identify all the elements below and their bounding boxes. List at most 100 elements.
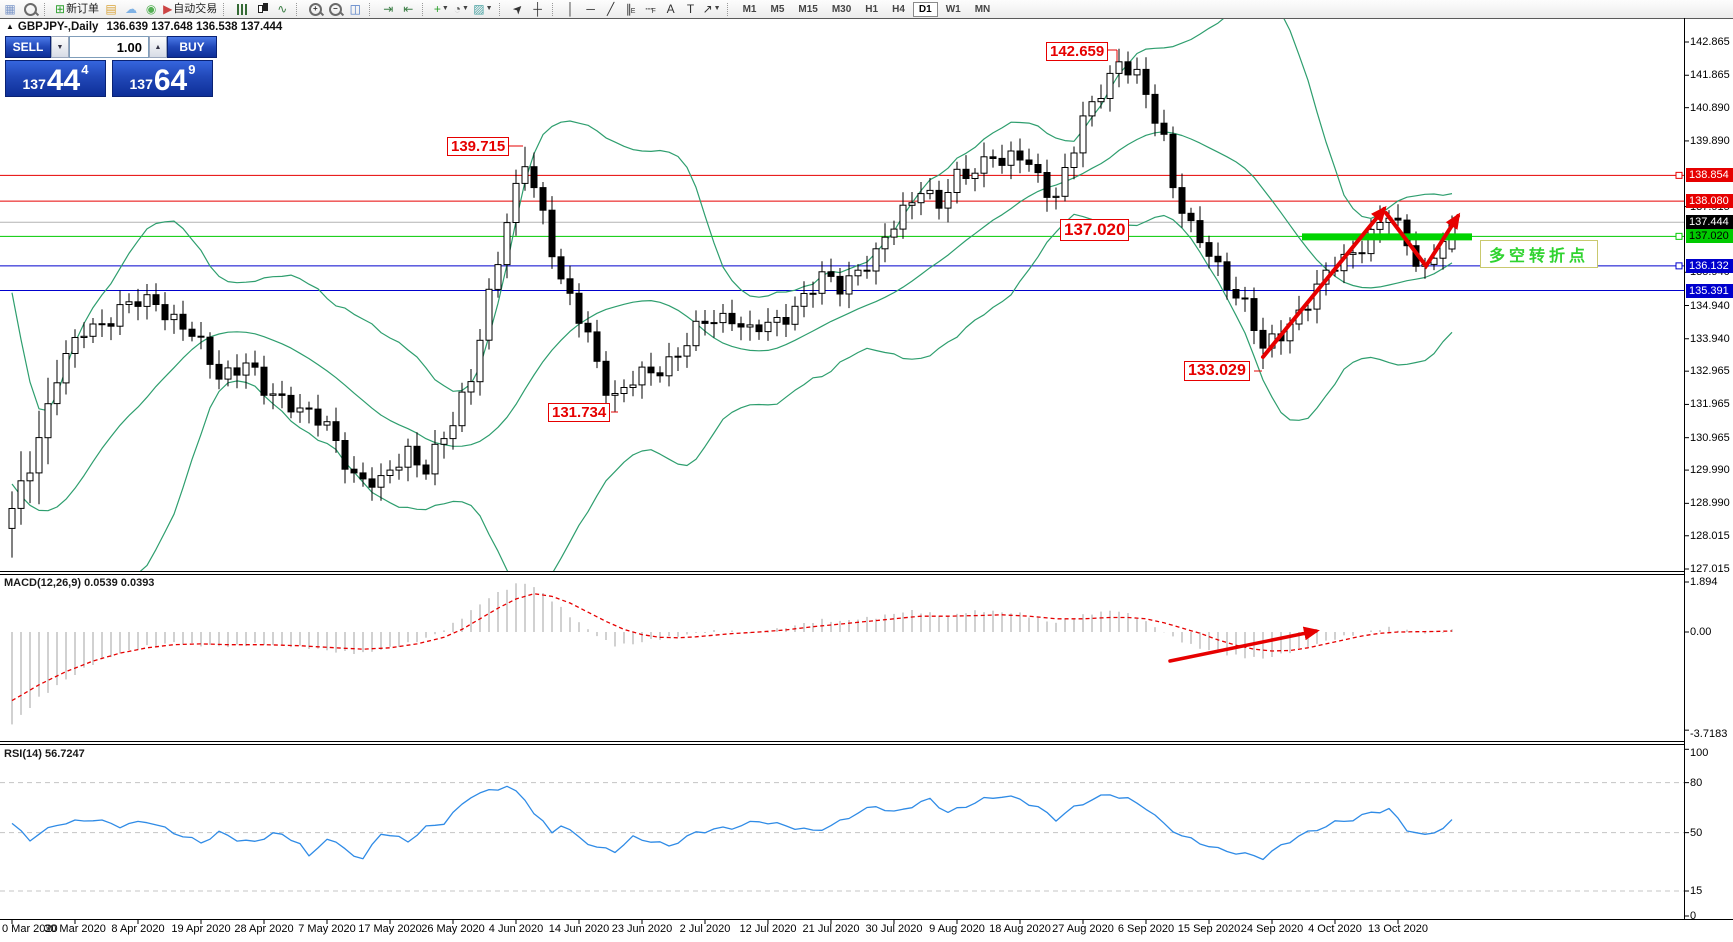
new-order-icon[interactable]: ⊞ 新订单 xyxy=(55,2,100,16)
chart-ohlc-values: 136.639 137.648 136.538 137.444 xyxy=(106,21,283,33)
timeframe-button-m1[interactable]: M1 xyxy=(742,3,757,15)
toolbar-separator xyxy=(498,2,505,16)
sell-price-prefix: 137 xyxy=(22,76,46,92)
candlestick-chart-icon[interactable] xyxy=(252,1,272,17)
zoom-out-icon[interactable]: − xyxy=(325,1,345,17)
date-axis-label: 14 Jun 2020 xyxy=(548,923,610,935)
timeframe-button-h4[interactable]: H4 xyxy=(892,3,905,15)
price-axis[interactable] xyxy=(1685,18,1733,919)
date-axis-label: 8 Apr 2020 xyxy=(111,923,165,935)
buy-button[interactable]: BUY xyxy=(167,36,217,58)
buy-price-sup: 9 xyxy=(188,62,196,77)
timeframe-button-m30[interactable]: M30 xyxy=(831,3,852,15)
signals-icon[interactable]: ◉ xyxy=(145,2,157,16)
add-indicator-icon[interactable]: + ▼ xyxy=(433,2,449,16)
chart-shift-icon[interactable]: ⇤ xyxy=(403,2,414,16)
price-annotation[interactable]: 139.715 xyxy=(447,137,510,156)
sell-price-big: 44 xyxy=(46,64,81,97)
timeframe-button-mn[interactable]: MN xyxy=(974,3,991,15)
autotrading-icon[interactable]: ▶ 自动交易 xyxy=(163,2,218,16)
price-level-label: 137.020 xyxy=(1686,229,1733,244)
bar-chart-icon[interactable] xyxy=(232,1,252,17)
toolbar-separator xyxy=(223,2,229,16)
timeframe-button-m15[interactable]: M15 xyxy=(798,3,818,15)
date-axis-label: 24 Sep 2020 xyxy=(1240,923,1304,935)
chart-preview-icon[interactable] xyxy=(20,1,40,17)
price-level-label: 138.854 xyxy=(1686,168,1733,183)
equidistant-channel-icon[interactable]: ∥ E xyxy=(625,2,636,16)
price-axis-tick: 133.940 xyxy=(1690,332,1730,345)
date-axis-label: 6 Sep 2020 xyxy=(1117,923,1175,935)
mql5-community-icon[interactable]: ☁ xyxy=(125,2,138,16)
trendline-icon[interactable]: ╱ xyxy=(606,2,615,16)
macd-axis-tick: -3.7183 xyxy=(1690,728,1728,741)
text-icon[interactable]: A xyxy=(666,2,675,16)
date-axis-label: 15 Sep 2020 xyxy=(1177,923,1241,935)
macd-indicator-label: MACD(12,26,9) 0.0539 0.0393 xyxy=(4,577,155,589)
buy-price-big: 64 xyxy=(153,64,188,97)
price-axis-tick: 131.965 xyxy=(1690,398,1730,411)
date-axis-label: 4 Jun 2020 xyxy=(488,923,544,935)
timeframe-button-h1[interactable]: H1 xyxy=(865,3,879,15)
toolbar-separator xyxy=(296,2,302,16)
main-toolbar: ▦ ⊞ 新订单 ▤ ☁ ◉ ▶ 自动交易 ∿ + − ◫ ⇥ ⇤ + ▼ ◔ ▼ ▨ ▼ ➤ ┼ │ ─ ╱ ∥ E ┄ F A T ↗ ▼ M1… xyxy=(0,0,1733,19)
new-chart-icon[interactable]: ▦ xyxy=(4,2,16,16)
volume-input[interactable]: 1.00 xyxy=(69,36,149,58)
templates-icon[interactable]: ▨ ▼ xyxy=(473,2,493,16)
price-level-label: 138.080 xyxy=(1686,194,1733,209)
date-axis-label: 28 Apr 2020 xyxy=(234,923,294,935)
auto-scroll-icon[interactable]: ⇥ xyxy=(383,2,394,16)
date-axis-label: 26 May 2020 xyxy=(421,923,485,935)
tile-windows-icon[interactable]: ◫ xyxy=(349,2,361,16)
chart-symbol-period: GBPJPY-,Daily xyxy=(17,21,99,33)
chart-expand-icon[interactable]: ▲ xyxy=(6,22,14,31)
price-axis-tick: 128.990 xyxy=(1690,497,1730,510)
timeframe-button-m5[interactable]: M5 xyxy=(770,3,785,15)
timeframe-button-w1[interactable]: W1 xyxy=(945,3,961,15)
timeframe-button-d1[interactable]: D1 xyxy=(912,1,938,17)
time-axis[interactable] xyxy=(0,920,1733,942)
rsi-indicator-label: RSI(14) 56.7247 xyxy=(4,748,85,760)
toolbar-separator xyxy=(726,2,733,16)
price-axis-tick: 139.890 xyxy=(1690,134,1730,147)
sell-button[interactable]: SELL xyxy=(5,36,51,58)
date-axis-label: 2 Jul 2020 xyxy=(679,923,731,935)
price-annotation[interactable]: 131.734 xyxy=(548,403,611,422)
zoom-in-icon[interactable]: + xyxy=(305,1,325,17)
rsi-axis-tick: 0 xyxy=(1690,910,1697,922)
price-annotation[interactable]: 137.020 xyxy=(1060,219,1130,241)
buy-price-button[interactable]: 137 64 9 xyxy=(112,60,213,97)
price-level-label: 135.391 xyxy=(1686,283,1733,298)
depth-of-market-icon[interactable]: ▤ xyxy=(105,2,117,16)
turning-point-note[interactable]: 多空转折点 xyxy=(1480,240,1599,268)
line-chart-icon[interactable]: ∿ xyxy=(277,2,288,16)
macd-axis-tick: 1.894 xyxy=(1690,575,1718,588)
volume-increase-stepper[interactable]: ▲ xyxy=(149,36,167,58)
periods-icon[interactable]: ◔ ▼ xyxy=(453,2,469,16)
price-level-label: 136.132 xyxy=(1686,258,1733,273)
price-axis-tick: 129.990 xyxy=(1690,464,1730,477)
date-axis-label: 4 Oct 2020 xyxy=(1308,923,1362,935)
rsi-axis-tick: 50 xyxy=(1690,826,1703,839)
vertical-line-icon[interactable]: │ xyxy=(566,2,575,16)
price-annotation[interactable]: 133.029 xyxy=(1184,361,1250,381)
date-axis-label: 30 Jul 2020 xyxy=(865,923,923,935)
price-axis-tick: 132.965 xyxy=(1690,365,1730,378)
price-axis-tick: 134.940 xyxy=(1690,299,1730,312)
one-click-trading-panel: SELL ▼ 1.00 ▲ BUY 137 44 4 137 64 9 xyxy=(5,36,217,97)
price-axis-tick: 130.965 xyxy=(1690,431,1730,444)
sell-price-button[interactable]: 137 44 4 xyxy=(5,60,106,97)
date-axis-label: 19 Apr 2020 xyxy=(171,923,231,935)
text-label-icon[interactable]: T xyxy=(686,2,695,16)
volume-decrease-stepper[interactable]: ▼ xyxy=(51,36,69,58)
crosshair-icon[interactable]: ┼ xyxy=(533,2,542,16)
price-annotation[interactable]: 142.659 xyxy=(1046,42,1109,61)
fibonacci-icon[interactable]: ┄ F xyxy=(645,2,656,16)
price-axis-tick: 142.865 xyxy=(1690,36,1730,48)
toolbar-separator xyxy=(551,2,558,16)
horizontal-line-icon[interactable]: ─ xyxy=(586,2,595,16)
arrows-icon[interactable]: ↗ ▼ xyxy=(702,2,721,16)
price-axis-tick: 128.015 xyxy=(1690,529,1730,542)
